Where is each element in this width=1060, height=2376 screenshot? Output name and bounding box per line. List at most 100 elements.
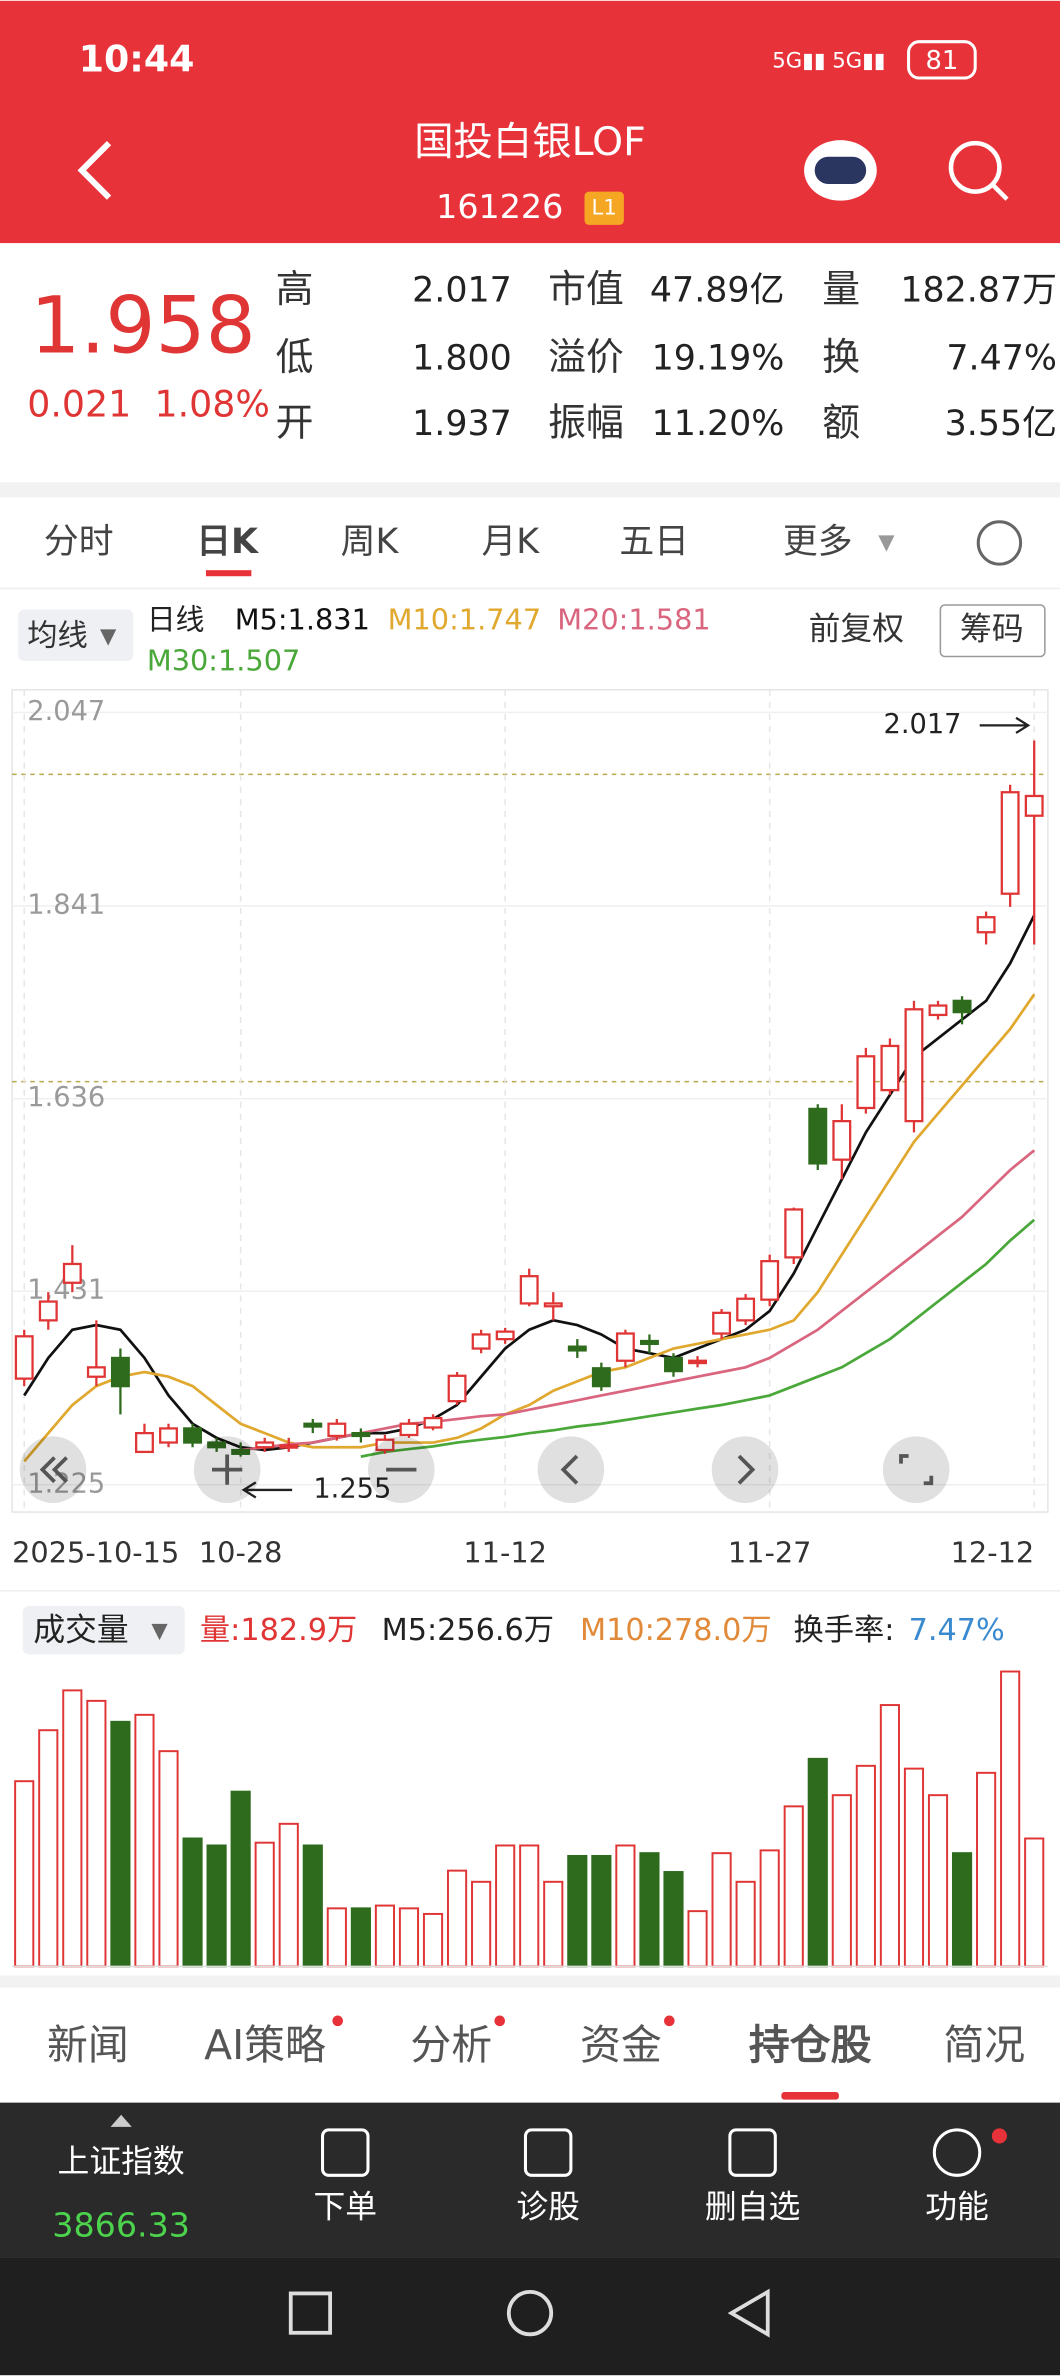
ma-label: M10:1.747 [388, 603, 541, 637]
plot-frame [11, 689, 1049, 1513]
price: 1.958 [30, 279, 255, 371]
volume-bar [735, 1880, 756, 1968]
field-label: 市值 [548, 267, 624, 311]
ma-button[interactable]: 均线 [27, 618, 88, 653]
back-nav[interactable] [727, 2288, 770, 2338]
settings[interactable] [976, 520, 1023, 566]
field-value: 3.55亿 [945, 404, 1057, 444]
chips-bg[interactable] [939, 604, 1046, 658]
field-label: 换 [822, 335, 860, 379]
ma-legend: M5:1.831 M10:1.747 M20:1.581 M30:1.507 [147, 603, 711, 678]
back[interactable] [77, 141, 112, 200]
volume-bar [519, 1844, 540, 1968]
battery [907, 40, 977, 80]
volume-bar [687, 1910, 708, 1968]
fullscreen[interactable] [882, 1436, 950, 1503]
candle-body [399, 1422, 419, 1437]
volume-bar [855, 1764, 876, 1968]
bottom-tab[interactable]: 新闻 [47, 2021, 129, 2069]
tab-indicator [205, 570, 252, 577]
separator [0, 482, 1060, 498]
volume-bar [38, 1729, 59, 1968]
tab[interactable]: 周K [341, 522, 400, 562]
volume-bar [398, 1907, 420, 1968]
action-label[interactable]: 下单 [313, 2189, 377, 2226]
volume-bar [158, 1750, 179, 1968]
index-name[interactable]: 上证指数 [58, 2143, 185, 2180]
tab[interactable]: 日K [196, 522, 260, 562]
field-label: 额 [822, 400, 860, 444]
candle-body [567, 1345, 587, 1352]
ma-button-bg[interactable] [18, 609, 134, 662]
bottom-tab[interactable]: 资金 [580, 2021, 662, 2069]
search-handle [991, 183, 1009, 201]
code: 161226 [436, 187, 563, 226]
home[interactable] [506, 2290, 554, 2337]
candle-body [952, 999, 972, 1014]
action-label[interactable]: 删自选 [705, 2189, 800, 2226]
next[interactable] [711, 1436, 779, 1503]
candle-body [904, 1008, 924, 1123]
search[interactable] [948, 140, 1002, 194]
candle-body [134, 1431, 154, 1454]
candle-body [976, 916, 996, 934]
volume-bar [374, 1904, 396, 1968]
volume-bar [783, 1805, 804, 1968]
change: 0.021 [27, 383, 131, 426]
dropdown: ▼ [878, 529, 895, 554]
y-tick-label: 1.636 [27, 1082, 105, 1113]
bottom-tab[interactable]: AI策略 [204, 2021, 326, 2069]
volume-bar [182, 1837, 203, 1968]
action-label[interactable]: 诊股 [516, 2189, 580, 2226]
field-label: 量 [822, 267, 860, 311]
tab[interactable]: 更多 [783, 522, 853, 562]
field-value: 7.47% [946, 339, 1057, 379]
candle-body [784, 1208, 804, 1259]
volume-bar [14, 1780, 35, 1968]
expand[interactable] [110, 2114, 132, 2127]
action-icon [321, 2128, 370, 2177]
candle-body [423, 1416, 443, 1429]
chips[interactable]: 筹码 [960, 611, 1024, 648]
field-value: 1.937 [412, 404, 512, 444]
adjust[interactable]: 前复权 [809, 611, 904, 648]
volume-legend: M5:256.6万 [382, 1613, 554, 1648]
prev[interactable] [537, 1436, 605, 1503]
field-label: 低 [276, 335, 314, 379]
volume-title[interactable]: 成交量 [33, 1612, 128, 1649]
zoom-icons [39, 1454, 934, 1486]
volume-bar [903, 1767, 925, 1968]
candle-body [1000, 791, 1020, 895]
dropdown: ▼ [100, 623, 117, 648]
action-label[interactable]: 功能 [925, 2189, 989, 2226]
volume-bar [134, 1713, 155, 1968]
tab-indicator [781, 2092, 839, 2100]
candle-body [519, 1275, 539, 1305]
index-value: 3866.33 [52, 2205, 190, 2244]
bottom-tabs: 新闻 AI策略 分析 资金 持仓股 简况 [47, 2015, 1025, 2100]
tab[interactable]: 月K [481, 522, 540, 562]
tab[interactable]: 五日 [619, 522, 689, 562]
candle-body [447, 1374, 467, 1403]
y-tick-label: 1.225 [27, 1468, 105, 1499]
volume-button-bg[interactable] [22, 1605, 185, 1655]
x-tick-label: 11-27 [728, 1535, 812, 1569]
candle-body [38, 1300, 58, 1322]
tab[interactable]: 分时 [44, 522, 114, 562]
volume-bar [831, 1794, 852, 1968]
volume-bar [350, 1907, 371, 1968]
dot [991, 2128, 1007, 2144]
bottom-tab[interactable]: 简况 [943, 2021, 1025, 2069]
candle-body [62, 1262, 82, 1284]
candle-body [543, 1302, 563, 1308]
volume-bar [879, 1704, 900, 1968]
field-value: 182.87万 [900, 271, 1057, 311]
volume-bar [759, 1849, 780, 1968]
candle-body [591, 1367, 611, 1388]
recents[interactable] [288, 2291, 333, 2335]
bottom-tab[interactable]: 持仓股 [749, 2021, 872, 2069]
dot [664, 2015, 675, 2027]
candle-body [279, 1444, 299, 1449]
dot [494, 2015, 506, 2027]
bottom-tab[interactable]: 分析 [410, 2021, 492, 2069]
